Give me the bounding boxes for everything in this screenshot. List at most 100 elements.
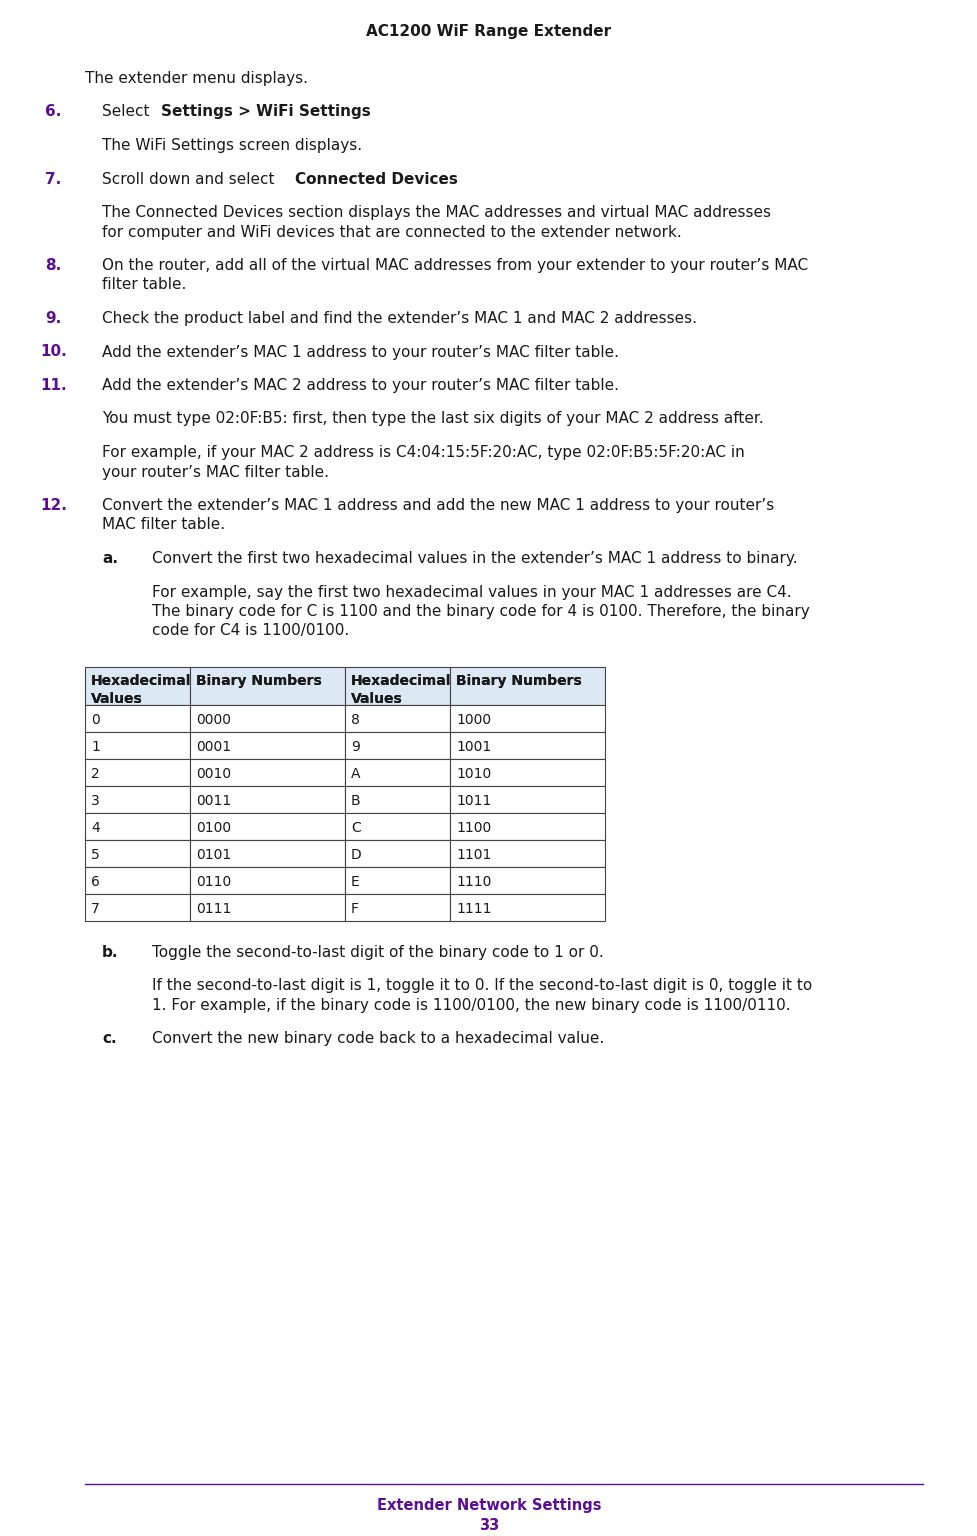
Bar <box>449 705 605 733</box>
Text: 10.: 10. <box>40 344 66 359</box>
Bar <box>190 733 345 759</box>
Text: 7: 7 <box>91 902 100 915</box>
Text: 5: 5 <box>91 848 100 862</box>
Bar <box>345 705 449 733</box>
Bar <box>190 866 345 894</box>
Text: Values: Values <box>351 693 403 707</box>
Bar <box>85 705 190 733</box>
Bar <box>449 813 605 840</box>
Text: The extender menu displays.: The extender menu displays. <box>85 71 308 86</box>
Text: Select: Select <box>102 104 154 120</box>
Bar <box>190 813 345 840</box>
Text: Add the extender’s MAC 2 address to your router’s MAC filter table.: Add the extender’s MAC 2 address to your… <box>102 378 618 393</box>
Text: Hexadecimal: Hexadecimal <box>91 674 191 688</box>
Text: 2: 2 <box>91 766 100 780</box>
Bar <box>85 667 190 705</box>
Text: 4: 4 <box>91 822 100 836</box>
Text: 0101: 0101 <box>195 848 231 862</box>
Text: D: D <box>351 848 361 862</box>
Bar <box>85 813 190 840</box>
Text: 1. For example, if the binary code is 1100/0100, the new binary code is 1100/011: 1. For example, if the binary code is 11… <box>151 998 789 1014</box>
Text: 1101: 1101 <box>455 848 490 862</box>
Text: 7.: 7. <box>45 172 62 186</box>
Text: C: C <box>351 822 361 836</box>
Text: Convert the extender’s MAC 1 address and add the new MAC 1 address to your route: Convert the extender’s MAC 1 address and… <box>102 498 774 513</box>
Text: for computer and WiFi devices that are connected to the extender network.: for computer and WiFi devices that are c… <box>102 224 681 240</box>
Text: Binary Numbers: Binary Numbers <box>455 674 581 688</box>
Text: Convert the first two hexadecimal values in the extender’s MAC 1 address to bina: Convert the first two hexadecimal values… <box>151 551 797 565</box>
Text: 6: 6 <box>91 876 100 889</box>
Text: a.: a. <box>102 551 118 565</box>
Text: .: . <box>362 104 367 120</box>
Bar <box>345 733 449 759</box>
Text: Connected Devices: Connected Devices <box>295 172 457 186</box>
Text: Binary Numbers: Binary Numbers <box>195 674 321 688</box>
Bar <box>345 866 449 894</box>
Text: Hexadecimal: Hexadecimal <box>91 674 191 688</box>
Text: AC1200 WiF Range Extender: AC1200 WiF Range Extender <box>366 25 611 38</box>
Text: 1011: 1011 <box>455 794 490 808</box>
Bar <box>85 894 190 922</box>
Bar <box>449 866 605 894</box>
Text: 8.: 8. <box>45 258 62 273</box>
Text: 8: 8 <box>351 713 360 727</box>
Text: The binary code for C is 1100 and the binary code for 4 is 0100. Therefore, the : The binary code for C is 1100 and the bi… <box>151 604 809 619</box>
Text: For example, if your MAC 2 address is C4:04:15:5F:20:AC, type 02:0F:B5:5F:20:AC : For example, if your MAC 2 address is C4… <box>102 445 744 459</box>
Text: Extender Network Settings: Extender Network Settings <box>376 1498 601 1513</box>
Bar <box>449 733 605 759</box>
Text: 1111: 1111 <box>455 902 491 915</box>
Bar <box>449 840 605 866</box>
Bar <box>85 840 190 866</box>
Text: 9: 9 <box>351 740 360 754</box>
Text: 1110: 1110 <box>455 876 490 889</box>
Bar <box>190 840 345 866</box>
Text: MAC filter table.: MAC filter table. <box>102 518 225 533</box>
Text: E: E <box>351 876 360 889</box>
Text: Values: Values <box>91 693 143 707</box>
Text: 11.: 11. <box>40 378 66 393</box>
Bar <box>345 786 449 813</box>
Bar <box>85 786 190 813</box>
Text: filter table.: filter table. <box>102 278 187 292</box>
Text: 0110: 0110 <box>195 876 231 889</box>
Text: Hexadecimal: Hexadecimal <box>351 674 451 688</box>
Text: Check the product label and find the extender’s MAC 1 and MAC 2 addresses.: Check the product label and find the ext… <box>102 310 697 326</box>
Bar <box>345 667 449 705</box>
Bar <box>345 759 449 786</box>
Text: F: F <box>351 902 359 915</box>
Text: 0010: 0010 <box>195 766 231 780</box>
Text: Values: Values <box>91 693 143 707</box>
Text: 12.: 12. <box>40 498 66 513</box>
Bar <box>449 759 605 786</box>
Text: 6.: 6. <box>45 104 62 120</box>
Text: Convert the new binary code back to a hexadecimal value.: Convert the new binary code back to a he… <box>151 1032 604 1046</box>
Text: 0000: 0000 <box>195 713 231 727</box>
Text: 1: 1 <box>91 740 100 754</box>
Text: your router’s MAC filter table.: your router’s MAC filter table. <box>102 464 328 479</box>
Bar <box>85 866 190 894</box>
Text: 0001: 0001 <box>195 740 231 754</box>
Text: 1000: 1000 <box>455 713 490 727</box>
Bar <box>449 667 605 705</box>
Text: 1010: 1010 <box>455 766 490 780</box>
Text: Toggle the second-to-last digit of the binary code to 1 or 0.: Toggle the second-to-last digit of the b… <box>151 945 603 960</box>
Text: The Connected Devices section displays the MAC addresses and virtual MAC address: The Connected Devices section displays t… <box>102 204 770 220</box>
Text: Add the extender’s MAC 1 address to your router’s MAC filter table.: Add the extender’s MAC 1 address to your… <box>102 344 618 359</box>
Text: 33: 33 <box>479 1518 498 1533</box>
Text: 1001: 1001 <box>455 740 490 754</box>
Bar <box>449 786 605 813</box>
Text: 0111: 0111 <box>195 902 232 915</box>
Text: For example, say the first two hexadecimal values in your MAC 1 addresses are C4: For example, say the first two hexadecim… <box>151 585 790 599</box>
Text: The WiFi Settings screen displays.: The WiFi Settings screen displays. <box>102 138 361 154</box>
Text: 0100: 0100 <box>195 822 231 836</box>
Bar <box>190 786 345 813</box>
Text: Values: Values <box>351 693 403 707</box>
Text: 1100: 1100 <box>455 822 490 836</box>
Text: 0: 0 <box>91 713 100 727</box>
Bar <box>345 840 449 866</box>
Text: On the router, add all of the virtual MAC addresses from your extender to your r: On the router, add all of the virtual MA… <box>102 258 807 273</box>
Text: 3: 3 <box>91 794 100 808</box>
Text: 9.: 9. <box>45 310 62 326</box>
Text: Binary Numbers: Binary Numbers <box>195 674 321 688</box>
Text: 0011: 0011 <box>195 794 231 808</box>
